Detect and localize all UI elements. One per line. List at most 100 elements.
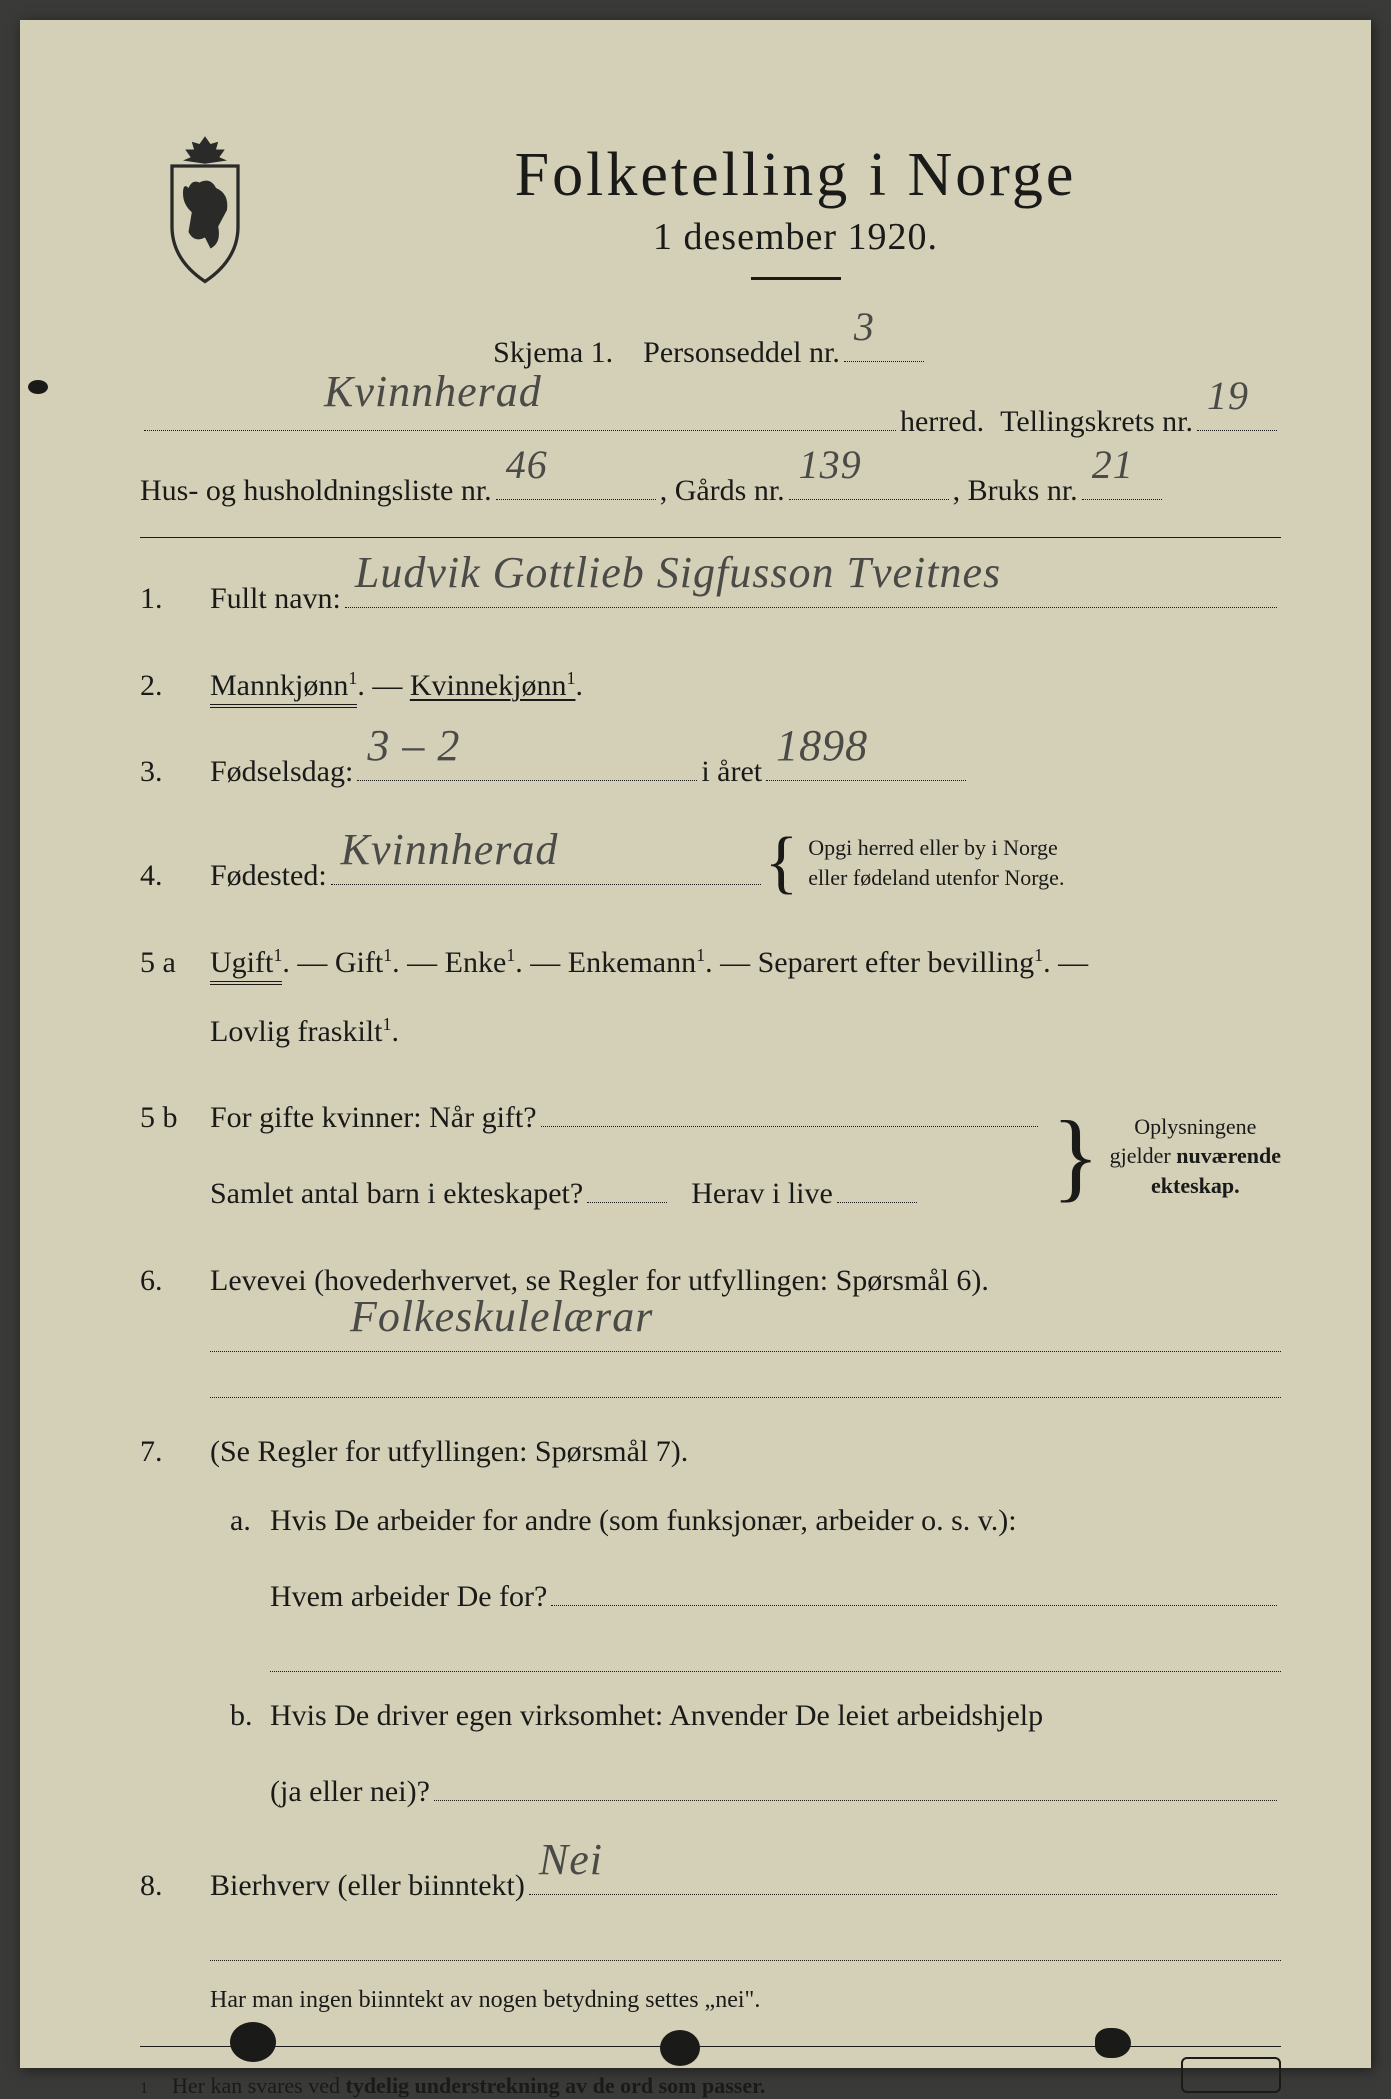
q7-num: 7. [140,1426,210,1477]
bruks-field: 21 [1082,458,1162,500]
q5b-row: 5 b For gifte kvinner: Når gift? Samlet … [140,1085,1281,1227]
q3-year-value: 1898 [776,709,868,784]
q3-row: 3. Fødselsdag: 3 – 2 i året 1898 [140,739,1281,805]
herred-label: herred. [900,393,984,450]
q2-opt1: Mannkjønn1 [210,669,357,708]
q5a-opt2: Gift1 [335,946,392,979]
husliste-field: 46 [496,458,656,500]
personseddel-nr-value: 3 [854,289,875,365]
q3-day-field: 3 – 2 [357,739,697,781]
q5a-opt4: Enkemann1 [568,946,705,979]
q5b-note: } Oplysningene gjelder nuværende ekteska… [1052,1112,1281,1201]
q7-row: 7. (Se Regler for utfyllingen: Spørsmål … [140,1426,1281,1477]
title-date: 1 desember 1920. [310,215,1281,259]
q3-day-value: 3 – 2 [367,709,460,784]
q1-value: Ludvik Gottlieb Sigfusson Tveitnes [355,536,1001,611]
tellingskrets-value: 19 [1207,358,1249,434]
q5b-label3: Herav i live [691,1168,833,1219]
q7a-field [551,1564,1277,1606]
q5a-opt1: Ugift1 [210,946,282,985]
gards-field: 139 [789,458,949,500]
q7a-line2: Hvem arbeider De for? [270,1571,547,1622]
q6-num: 6. [140,1255,210,1306]
title-block: Folketelling i Norge 1 desember 1920. [310,140,1281,310]
q5a-opt3: Enke1 [445,946,516,979]
q7b-row: b. Hvis De driver egen virksomhet: Anven… [140,1690,1281,1825]
q5b-note-line2: gjelder nuværende [1110,1141,1281,1171]
husliste-value: 46 [506,427,548,503]
header-row: Folketelling i Norge 1 desember 1920. [140,140,1281,310]
q7b-sub: b. [210,1690,270,1741]
husliste-label: Hus- og husholdningsliste nr. [140,462,492,519]
q2-opt2: Kvinnekjønn1 [410,669,576,702]
q5a-num: 5 a [140,937,210,988]
q2-num: 2. [140,660,210,711]
q7b-field [434,1759,1277,1801]
coat-of-arms-icon [140,120,270,300]
q2-row: 2. Mannkjønn1. — Kvinnekjønn1. [140,660,1281,711]
q3-year-field: 1898 [766,739,966,781]
q6-value: Folkeskulelærar [350,1280,653,1355]
q1-label: Fullt navn: [210,573,341,624]
personseddel-nr-field: 3 [844,320,924,362]
ink-blot-icon [1095,2028,1131,2058]
q7-label: (Se Regler for utfyllingen: Spørsmål 7). [210,1426,1281,1477]
q8-field: Nei [529,1853,1277,1895]
q5b-num: 5 b [140,1092,210,1143]
q5b-note-line1: Oplysningene [1110,1112,1281,1142]
q8-field-line2 [210,1919,1281,1961]
bruks-label: , Bruks nr. [953,462,1078,519]
q5b-live-field [837,1161,917,1203]
q3-year-label: i året [701,746,762,797]
q5a-opt6: Lovlig fraskilt1 [210,1015,391,1048]
form-header: Skjema 1. Personseddel nr. 3 Kvinnherad … [140,320,1281,519]
q8-row: 8. Bierhverv (eller biinntekt) Nei [140,1853,1281,1961]
ink-blot-icon [660,2030,700,2066]
q5b-note-line3: ekteskap. [1110,1171,1281,1201]
title-main: Folketelling i Norge [310,140,1281,211]
herred-field: Kvinnherad [144,389,896,431]
census-form-document: Folketelling i Norge 1 desember 1920. Sk… [20,20,1371,2068]
q2-period: . [575,669,583,702]
q1-field: Ludvik Gottlieb Sigfusson Tveitnes [345,566,1277,608]
q5a-row: 5 a Ugift1. — Gift1. — Enke1. — Enkemann… [140,937,1281,1057]
printer-stamp-icon [1181,2057,1281,2093]
footnote-text: Her kan svares ved tydelig understreknin… [172,2073,765,2099]
herred-value: Kvinnherad [324,350,542,434]
ink-blot-icon [230,2022,276,2062]
ink-blot-icon [28,380,48,394]
q4-note-line2: eller fødeland utenfor Norge. [808,863,1064,893]
q8-value: Nei [539,1823,603,1898]
q2-sep1: . — [357,669,410,702]
personseddel-label: Personseddel nr. [643,324,840,381]
bruks-value: 21 [1092,427,1134,503]
q4-row: 4. Fødested: Kvinnherad { Opgi herred el… [140,833,1281,909]
q5b-barn-field [587,1161,667,1203]
title-divider [751,277,841,280]
q6-field-line2 [210,1356,1281,1398]
q7b-line1: Hvis De driver egen virksomhet: Anvender… [270,1690,1281,1741]
q4-label: Fødested: [210,850,327,901]
q8-num: 8. [140,1860,210,1911]
q5b-label2: Samlet antal barn i ekteskapet? [210,1168,583,1219]
q7a-field-line2 [270,1630,1281,1672]
q8-label: Bierhverv (eller biinntekt) [210,1860,525,1911]
q6-row: 6. Levevei (hovederhvervet, se Regler fo… [140,1255,1281,1398]
q7a-sub: a. [210,1495,270,1546]
q4-num: 4. [140,850,210,901]
q6-field-line1: Folkeskulelærar [210,1310,1281,1352]
q4-value: Kvinnherad [341,813,559,888]
gards-label: , Gårds nr. [660,462,785,519]
brace-icon: { [765,838,799,887]
tellingskrets-field: 19 [1197,389,1277,431]
q7b-line2: (ja eller nei)? [270,1766,430,1817]
q3-label: Fødselsdag: [210,746,353,797]
q3-num: 3. [140,746,210,797]
footnote-sup: 1 [140,2080,148,2098]
brace-icon: } [1052,1121,1100,1191]
q1-row: 1. Fullt navn: Ludvik Gottlieb Sigfusson… [140,566,1281,632]
q7a-line1: Hvis De arbeider for andre (som funksjon… [270,1495,1281,1546]
q5a-opt5: Separert efter bevilling1 [758,946,1044,979]
gards-value: 139 [799,427,862,503]
q4-note: { Opgi herred eller by i Norge eller fød… [765,833,1065,892]
